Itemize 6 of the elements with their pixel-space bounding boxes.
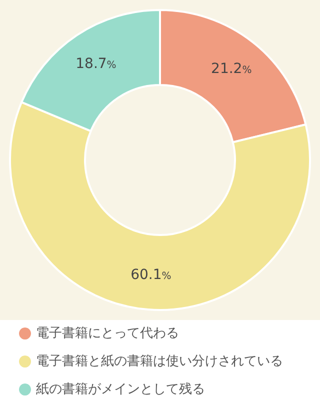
legend-label: 紙の書籍がメインとして残る — [36, 382, 205, 397]
data-label: 60.1% — [130, 267, 172, 284]
legend-label: 電子書籍にとって代わる — [36, 326, 179, 341]
legend-label: 電子書籍と紙の書籍は使い分けされている — [36, 354, 283, 369]
data-label: 18.7% — [76, 56, 116, 72]
data-label: 21.2% — [211, 61, 252, 78]
